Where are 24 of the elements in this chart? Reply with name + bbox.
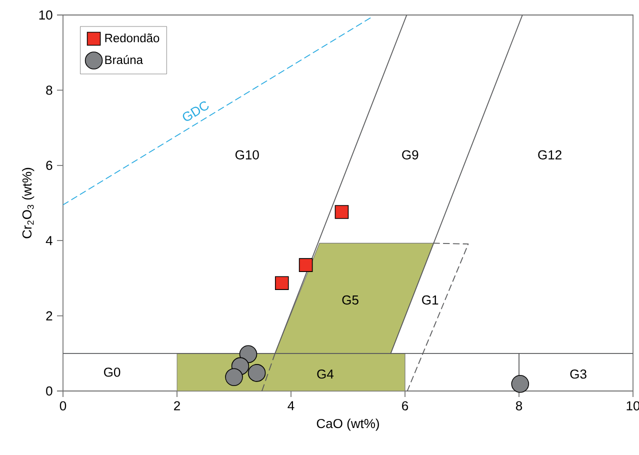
x-tick-label: 8 xyxy=(516,401,522,410)
legend-label: Braúna xyxy=(105,55,143,64)
y-tick-label: 8 xyxy=(46,86,52,95)
text: GDC xyxy=(182,101,209,121)
x-tick-label: 0 xyxy=(60,401,66,410)
y-tick-label: 4 xyxy=(46,236,52,246)
y-tick-label: 10 xyxy=(39,10,52,20)
legend-label: Redondão xyxy=(105,33,160,42)
x-tick-label: 4 xyxy=(288,401,294,410)
annotation: G0 xyxy=(104,368,120,377)
y-axis-title: Cr$_{2}$O$_{3}$ (wt%) xyxy=(22,168,34,238)
annotation: G1 xyxy=(422,295,438,305)
annotation: G4 xyxy=(317,369,334,379)
annotation: G9 xyxy=(402,150,418,160)
annotation: G12 xyxy=(538,150,562,160)
y-tick-label: 2 xyxy=(46,311,52,320)
x-tick-label: 6 xyxy=(402,401,408,410)
y-tick-label: 0 xyxy=(46,386,52,396)
annotation: G3 xyxy=(570,369,586,379)
y-tick-label: 6 xyxy=(46,160,52,170)
x-axis-title: CaO (wt%) xyxy=(316,418,379,431)
x-tick-label: 2 xyxy=(174,401,180,410)
annotation: G10 xyxy=(235,150,259,160)
annotation: G5 xyxy=(342,295,358,305)
